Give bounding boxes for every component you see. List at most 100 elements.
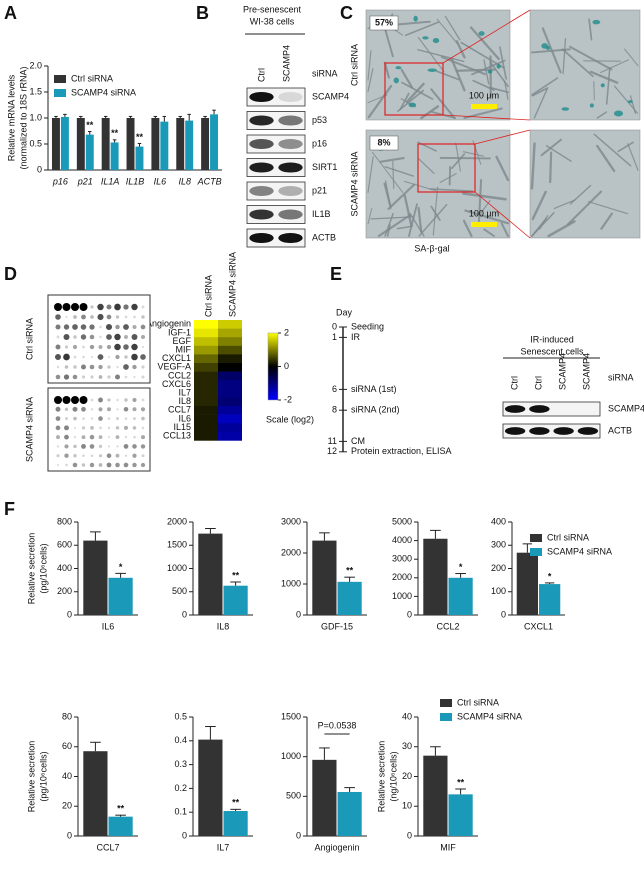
timeline-step: IR xyxy=(351,332,361,342)
heatmap-cell xyxy=(218,397,242,407)
array-dot xyxy=(73,444,77,449)
y-tick-label: 1000 xyxy=(281,751,301,761)
legend-swatch xyxy=(530,534,542,542)
cell xyxy=(392,160,395,190)
cell xyxy=(569,45,613,71)
x-tick-label: MIF xyxy=(440,842,456,852)
cell xyxy=(429,188,474,193)
bar xyxy=(312,759,337,836)
cell xyxy=(396,225,414,230)
timeline-step: siRNA (1st) xyxy=(351,384,397,394)
array-dot xyxy=(114,343,121,351)
significance-label: ** xyxy=(86,120,94,130)
cell xyxy=(533,87,549,119)
y-tick-label: 0 xyxy=(296,609,301,619)
blot-strip xyxy=(502,423,601,439)
array-dot xyxy=(99,325,102,329)
cell xyxy=(589,70,619,84)
heatmap-cell xyxy=(218,406,242,415)
array-dot xyxy=(133,417,136,421)
array-dot xyxy=(106,407,112,412)
error-bar xyxy=(205,528,216,534)
blot-row-label: p16 xyxy=(312,138,327,148)
cell xyxy=(600,212,613,230)
heatmap-cell xyxy=(218,423,242,433)
error-bar xyxy=(79,115,83,118)
legend-label: SCAMP4 siRNA xyxy=(71,87,136,97)
stain xyxy=(627,100,633,104)
blot-row-label: SCAMP4 xyxy=(608,403,644,413)
x-tick-label: p21 xyxy=(77,176,93,186)
array-dot xyxy=(115,435,120,440)
array-dot xyxy=(55,425,61,431)
significance-label: ** xyxy=(346,566,354,576)
color-tick-label: 2 xyxy=(284,327,289,337)
heatmap-cell xyxy=(218,431,242,441)
cell xyxy=(405,82,425,104)
significance-label: ** xyxy=(232,798,240,808)
y-axis-label: Relative secretion xyxy=(376,741,386,813)
row-label: CCL7 xyxy=(168,405,191,415)
error-bar xyxy=(128,115,133,118)
blot-title: Senescent cells xyxy=(520,346,584,356)
array-dot xyxy=(98,375,103,379)
panel-letter: E xyxy=(330,264,342,284)
error-bar xyxy=(319,747,330,760)
bar xyxy=(151,118,160,170)
cell xyxy=(504,80,509,100)
bar xyxy=(76,118,85,170)
x-tick-label: IL1B xyxy=(126,176,145,186)
blot-row-label: ACTB xyxy=(608,425,632,435)
error-bar xyxy=(103,115,108,118)
cell xyxy=(588,201,629,215)
row-label: EGF xyxy=(172,336,191,346)
color-tick-label: -2 xyxy=(284,394,292,404)
heatmap-cell xyxy=(218,380,242,390)
array-dot xyxy=(115,417,120,421)
array-dot xyxy=(82,417,85,420)
timeline-day: 6 xyxy=(332,384,337,394)
error-bar xyxy=(522,543,533,553)
legend-swatch xyxy=(440,713,452,721)
bar xyxy=(198,739,223,836)
y-axis-label: (ng/10⁶cells) xyxy=(388,751,398,801)
array-dot xyxy=(73,355,77,359)
blot-band xyxy=(278,185,303,197)
significance-label: ** xyxy=(457,777,465,787)
y-tick-label: 2000 xyxy=(392,572,412,582)
y-tick-label: 200 xyxy=(57,586,72,596)
array-dot xyxy=(89,344,95,350)
bar xyxy=(448,794,473,836)
heatmap-cell xyxy=(194,388,218,398)
array-dot xyxy=(106,314,112,320)
array-dot xyxy=(131,303,138,311)
blot-band xyxy=(504,405,526,413)
legend-label: SCAMP4 siRNA xyxy=(457,711,522,721)
y-tick-label: 0 xyxy=(67,830,72,840)
cell xyxy=(435,70,460,81)
array-dot xyxy=(132,426,137,430)
cell xyxy=(439,173,457,183)
row-label: CXCL1 xyxy=(162,353,191,363)
array-dot xyxy=(98,364,103,370)
x-tick-label: IL6 xyxy=(102,621,115,631)
array-dot xyxy=(63,333,70,341)
bar xyxy=(110,142,119,170)
blot-row-label: ACTB xyxy=(312,232,336,242)
stain xyxy=(545,45,551,50)
lane-header: siRNA xyxy=(608,372,634,382)
stain xyxy=(432,38,440,44)
cell xyxy=(379,157,405,163)
array-dot xyxy=(140,324,146,330)
cell xyxy=(545,145,572,162)
row-label: CCL13 xyxy=(163,430,191,440)
blot-row-label: IL1B xyxy=(312,209,331,219)
x-tick-label: IL8 xyxy=(217,621,230,631)
cell xyxy=(367,208,373,225)
zoom-box xyxy=(384,62,444,116)
blot-band xyxy=(249,115,274,126)
array-dot xyxy=(82,355,85,359)
array-dot xyxy=(124,355,128,359)
cell xyxy=(530,142,536,190)
micrograph xyxy=(529,9,641,121)
